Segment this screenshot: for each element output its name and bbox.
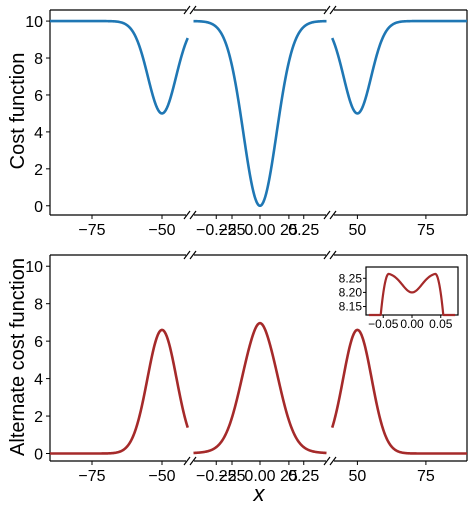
x-tick-label: −50 [148,222,175,239]
y-tick-label: 8 [34,51,43,68]
x-tick-label: −50 [148,468,175,485]
y-tick-label: 6 [34,334,43,351]
y-tick-label: 0 [34,447,43,464]
x-tick-label: 0.00 [244,222,275,239]
inset-y-tick-label: 8.25 [339,271,363,285]
y-tick-label: 0 [34,199,43,216]
x-tick-label: −75 [78,468,105,485]
inset-x-tick-label: −0.05 [368,317,399,331]
x-tick-label: 25 [280,468,298,485]
x-tick-label: 50 [349,222,367,239]
x-tick-label: −0.25 [196,222,237,239]
inset-x-tick-label: 0.00 [400,317,424,331]
axis-break-mark [189,456,197,466]
axis-break-mark [323,210,331,220]
axis-break-mark [329,456,337,466]
x-tick-label: 0.25 [288,468,319,485]
x-tick-label: 75 [417,222,435,239]
series-line-segment [192,321,328,455]
axis-break-mark [189,250,197,260]
inset-y-tick-label: 8.15 [339,300,363,314]
x-tick-label: 0.25 [288,222,319,239]
axis-break-mark [183,456,191,466]
axis-break-mark [183,210,191,220]
axis-break-mark [329,210,337,220]
axis-break-mark [183,5,191,15]
x-tick-label: 75 [417,468,435,485]
inset-y-tick-label: 8.20 [339,285,363,299]
y-tick-label: 4 [34,372,43,389]
x-tick-label: −25 [218,222,245,239]
series-line-segment [330,328,468,455]
inset-frame [365,266,459,316]
axis-break-mark [189,210,197,220]
x-axis-label: x [253,481,266,506]
series-line-segment [192,19,328,208]
x-tick-label: 50 [349,468,367,485]
y-tick-label: 10 [25,259,43,276]
x-tick-label: −25 [218,468,245,485]
series-line-segment [330,19,468,115]
axis-break-mark [183,250,191,260]
y-tick-label: 6 [34,88,43,105]
y-tick-label: 10 [25,14,43,31]
x-tick-label: −0.25 [196,468,237,485]
bottom-ylabel: Alternate cost function [7,258,29,456]
y-tick-label: 2 [34,409,43,426]
x-tick-label: 0.00 [244,468,275,485]
axis-break-mark [329,250,337,260]
axis-break-mark [323,250,331,260]
y-tick-label: 8 [34,297,43,314]
inset-series-line [368,272,456,317]
axis-break-mark [189,5,197,15]
series-line-segment [49,19,189,115]
axis-break-mark [329,5,337,15]
series-line-segment [49,328,190,455]
axis-break-mark [323,5,331,15]
y-tick-label: 2 [34,162,43,179]
inset-x-tick-label: 0.05 [429,317,453,331]
x-tick-label: −75 [78,222,105,239]
axis-break-mark [323,456,331,466]
top-ylabel: Cost function [7,53,29,170]
y-tick-label: 4 [34,125,43,142]
x-tick-label: 25 [280,222,298,239]
